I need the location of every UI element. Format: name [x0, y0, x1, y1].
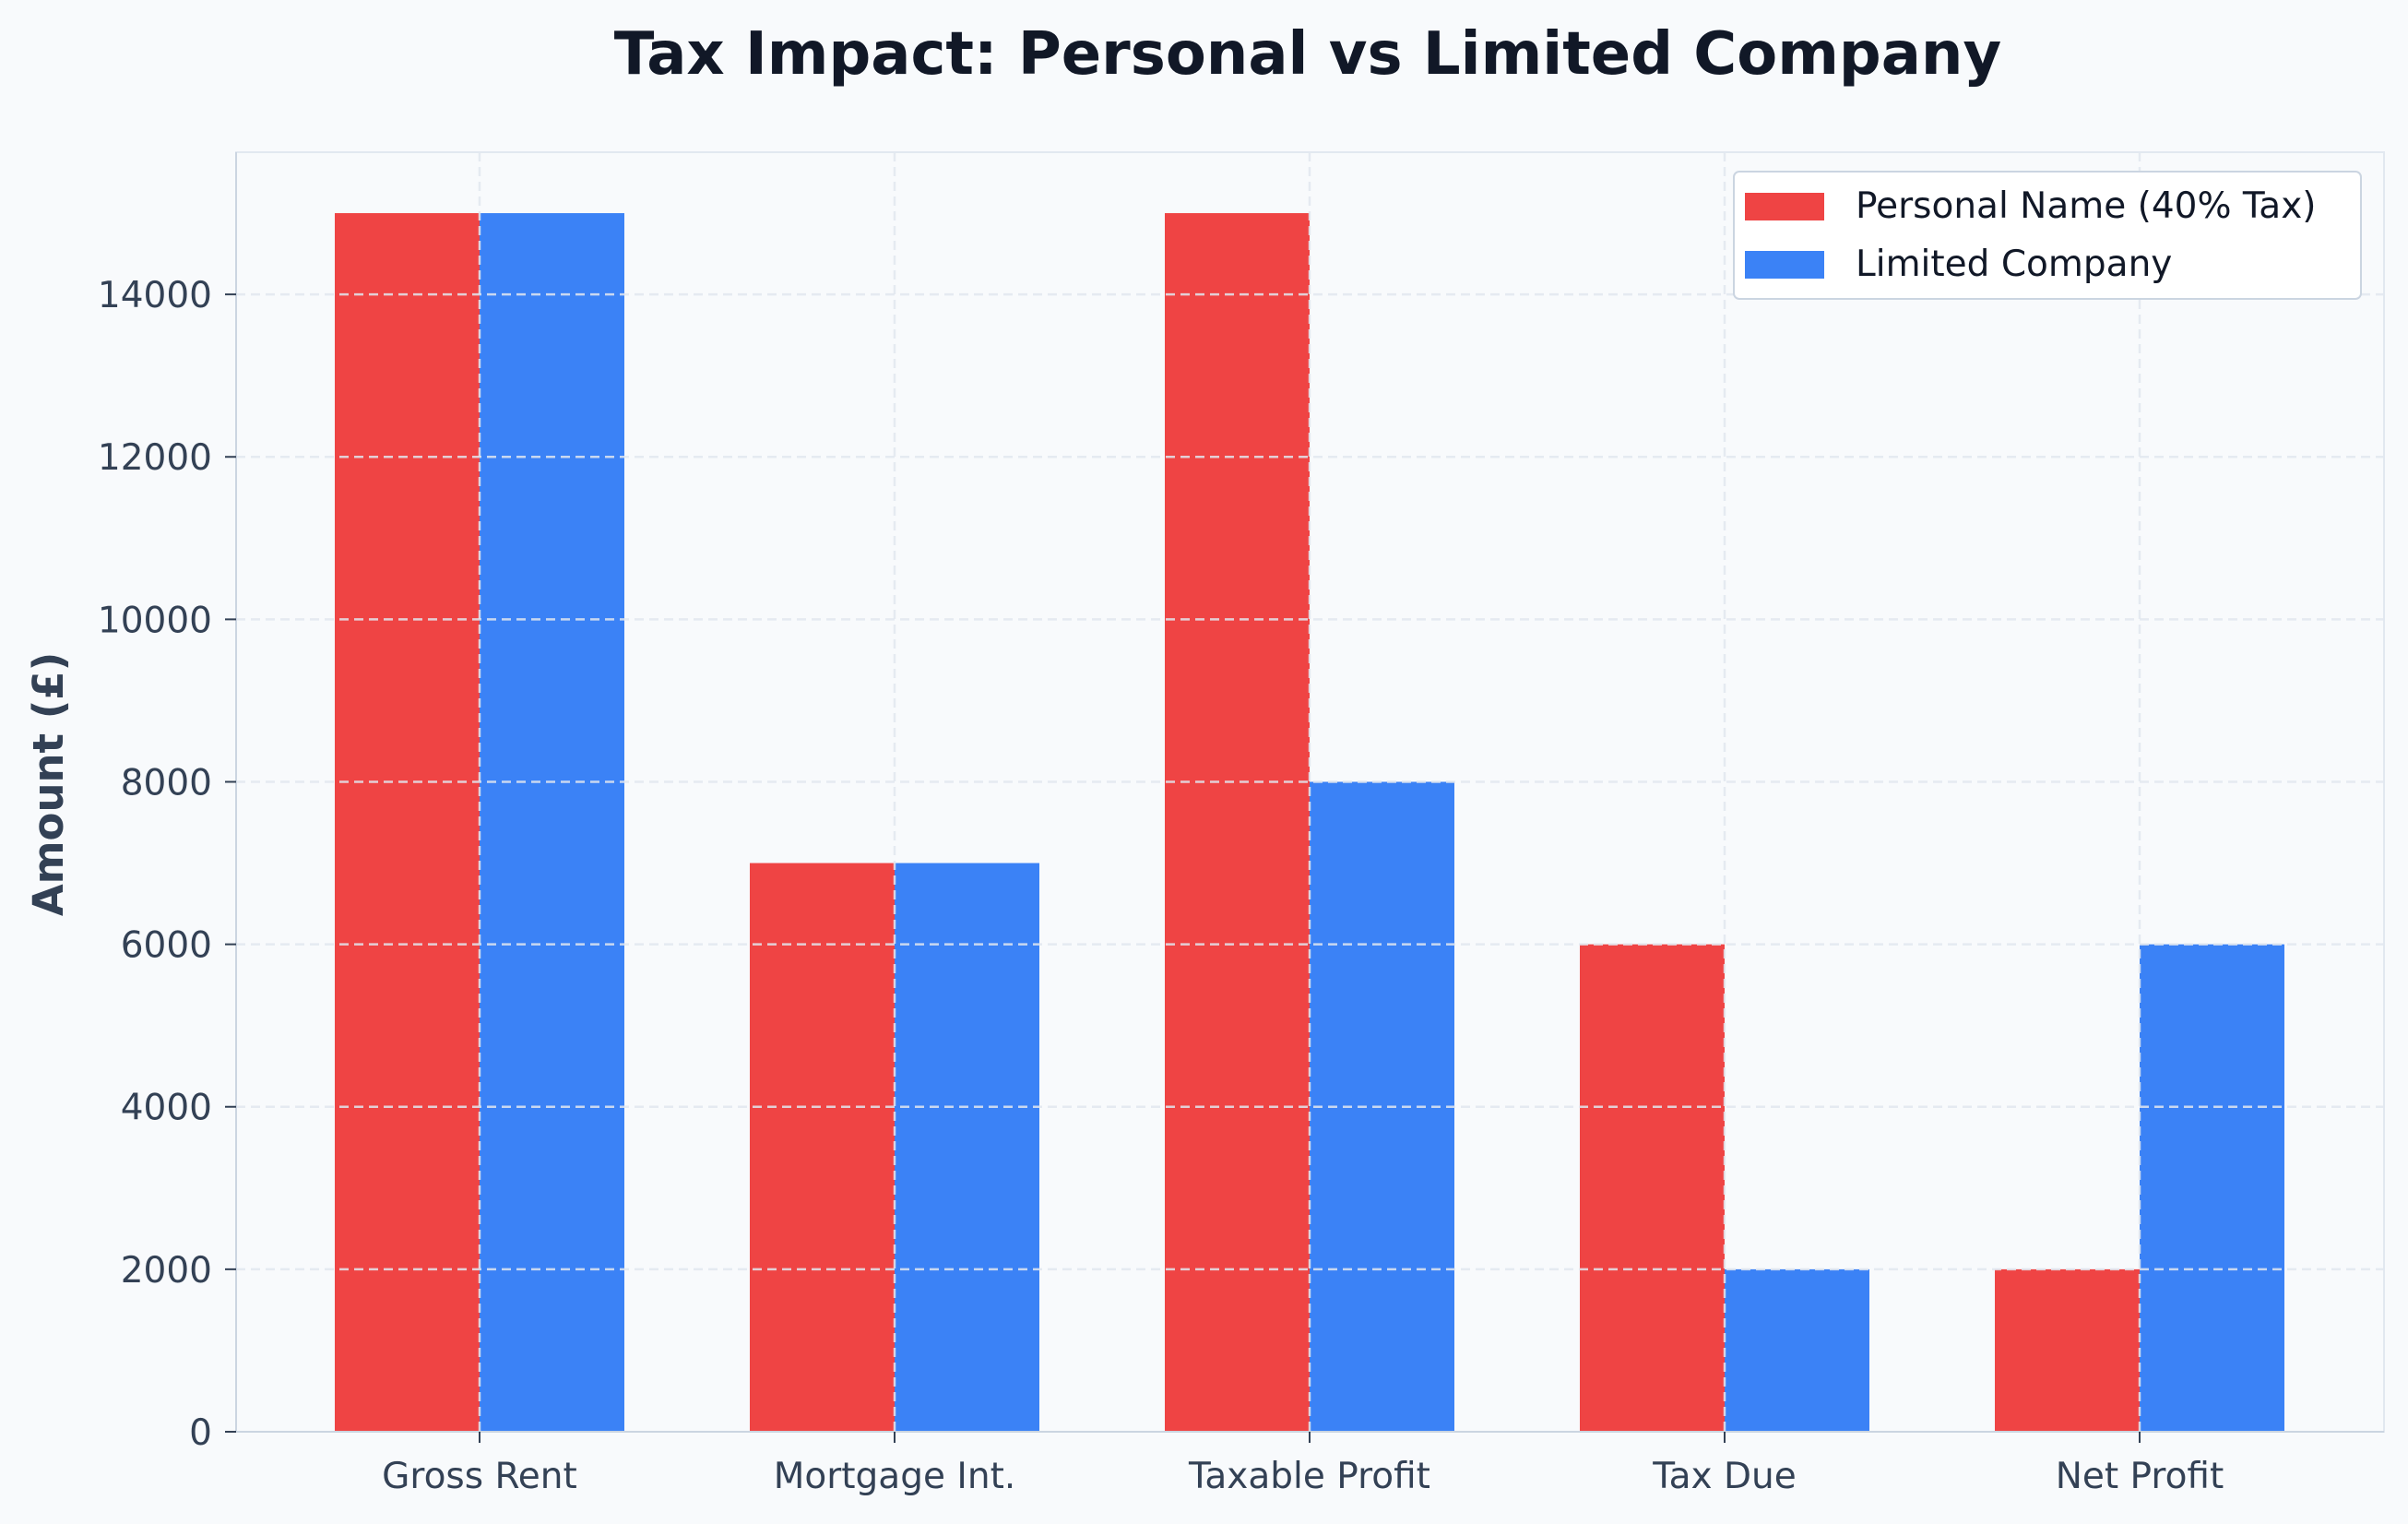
y-tick-label-1: 2000 — [121, 1250, 212, 1292]
legend-box — [1733, 171, 2362, 300]
bar-personal-0 — [335, 213, 480, 1433]
plot-area: 0 2000 4000 6000 8000 10000 12000 14000 Gross Re… — [98, 151, 2385, 1497]
bar-limited-4 — [2140, 944, 2284, 1432]
legend-label-0: Personal Name (40% Tax) — [1856, 185, 2317, 227]
bar-personal-3 — [1580, 944, 1725, 1432]
legend-swatch-0 — [1745, 193, 1824, 220]
legend-label-1: Limited Company — [1856, 244, 2172, 285]
x-tick-label-1: Mortgage Int. — [774, 1456, 1016, 1497]
x-tick-label-3: Tax Due — [1652, 1456, 1797, 1497]
y-tick-label-6: 12000 — [98, 437, 212, 479]
y-tick-label-5: 10000 — [98, 600, 212, 641]
y-tick-label-7: 14000 — [98, 275, 212, 316]
y-tick-label-4: 8000 — [121, 762, 212, 804]
y-tick-label-0: 0 — [189, 1412, 212, 1454]
x-tick-label-4: Net Profit — [2056, 1456, 2224, 1497]
bar-limited-0 — [480, 213, 624, 1433]
bar-limited-3 — [1725, 1268, 1869, 1432]
chart-title: Tax Impact: Personal vs Limited Company — [614, 20, 2001, 89]
bar-personal-1 — [750, 863, 895, 1432]
bar-personal-4 — [1995, 1268, 2140, 1432]
x-tick-label-0: Gross Rent — [382, 1456, 577, 1497]
y-axis-label: Amount (£) — [24, 652, 73, 916]
legend: Personal Name (40% Tax) Limited Company — [1733, 171, 2362, 300]
bar-limited-1 — [895, 863, 1039, 1432]
bar-personal-2 — [1165, 213, 1310, 1433]
legend-swatch-1 — [1745, 251, 1824, 279]
y-tick-label-3: 6000 — [121, 925, 212, 967]
y-tick-label-2: 4000 — [121, 1088, 212, 1129]
x-tick-label-2: Taxable Profit — [1188, 1456, 1430, 1497]
